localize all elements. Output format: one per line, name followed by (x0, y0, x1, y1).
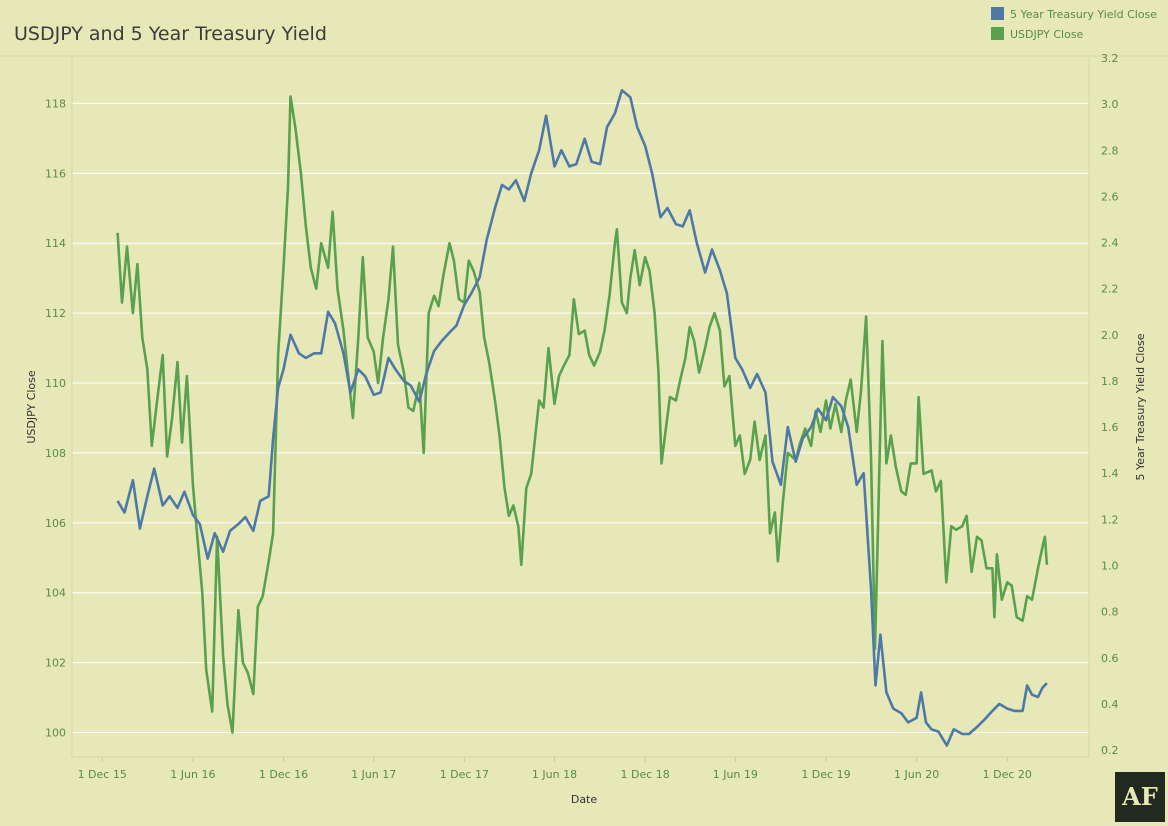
y-right-tick-label: 0.8 (1101, 606, 1119, 619)
y-left-tick-label: 108 (45, 447, 66, 460)
y-left-tick-label: 114 (45, 237, 66, 250)
x-tick-label: 1 Jun 19 (713, 768, 758, 781)
y-axis-right-ticks: 0.2 0.4 0.6 0.8 1.0 1.2 1.4 1.6 1.8 2.0 2.2 2.4 2.6 2… (1101, 52, 1119, 757)
x-tick-label: 1 Dec 20 (983, 768, 1032, 781)
af-logo: AF (1115, 772, 1165, 822)
y-left-tick-label: 110 (45, 377, 66, 390)
y-right-tick-label: 0.4 (1101, 698, 1119, 711)
y-left-tick-label: 102 (45, 657, 66, 670)
x-tick-label: 1 Dec 15 (78, 768, 127, 781)
y-left-tick-label: 104 (45, 587, 66, 600)
y-axis-left-ticks: 100 102 104 106 108 110 112 114 116 118 (45, 97, 66, 739)
series-lines (116, 89, 1049, 747)
y-right-tick-label: 2.6 (1101, 190, 1119, 203)
y-right-tick-label: 1.4 (1101, 467, 1119, 480)
legend-label-usdjpy: USDJPY Close (1010, 28, 1084, 41)
y-right-tick-label: 1.2 (1101, 513, 1119, 526)
legend: 5 Year Treasury Yield Close USDJPY Close (991, 7, 1157, 41)
series-line-yield (116, 89, 1048, 747)
y-right-tick-label: 0.6 (1101, 652, 1119, 665)
y-right-tick-label: 2.0 (1101, 329, 1119, 342)
x-tick-label: 1 Jun 16 (170, 768, 215, 781)
y-left-tick-label: 106 (45, 517, 66, 530)
y-right-tick-label: 0.2 (1101, 744, 1119, 757)
y-right-tick-label: 1.8 (1101, 375, 1119, 388)
y-axis-left-title: USDJPY Close (25, 370, 38, 444)
y-left-tick-label: 100 (45, 727, 66, 740)
y-right-tick-label: 2.4 (1101, 237, 1119, 250)
y-right-tick-label: 1.6 (1101, 421, 1119, 434)
gridlines (72, 102, 1089, 734)
y-right-tick-label: 1.0 (1101, 560, 1119, 573)
x-axis-ticks: 1 Dec 15 1 Jun 16 1 Dec 16 1 Jun 17 1 Dec 17… (78, 757, 1032, 781)
y-right-tick-label: 2.2 (1101, 283, 1119, 296)
y-right-tick-label: 3.0 (1101, 98, 1119, 111)
y-right-tick-label: 2.8 (1101, 144, 1119, 157)
logo-text: AF (1121, 782, 1158, 811)
x-tick-label: 1 Jun 17 (351, 768, 396, 781)
x-tick-label: 1 Jun 18 (532, 768, 577, 781)
y-left-tick-label: 118 (45, 97, 66, 110)
legend-label-yield: 5 Year Treasury Yield Close (1010, 8, 1157, 21)
legend-swatch-yield (991, 7, 1004, 20)
chart-title: USDJPY and 5 Year Treasury Yield (14, 23, 327, 45)
x-tick-label: 1 Dec 19 (801, 768, 850, 781)
y-left-tick-label: 116 (45, 167, 66, 180)
x-tick-label: 1 Dec 18 (621, 768, 670, 781)
y-left-tick-label: 112 (45, 307, 66, 320)
logo-background (1115, 772, 1165, 822)
x-axis-title: Date (571, 793, 598, 806)
y-axis-right-title: 5 Year Treasury Yield Close (1134, 333, 1147, 480)
y-right-tick-label: 3.2 (1101, 52, 1119, 65)
legend-swatch-usdjpy (991, 27, 1004, 40)
x-tick-label: 1 Dec 17 (440, 768, 489, 781)
x-tick-label: 1 Dec 16 (259, 768, 308, 781)
x-tick-label: 1 Jun 20 (894, 768, 939, 781)
